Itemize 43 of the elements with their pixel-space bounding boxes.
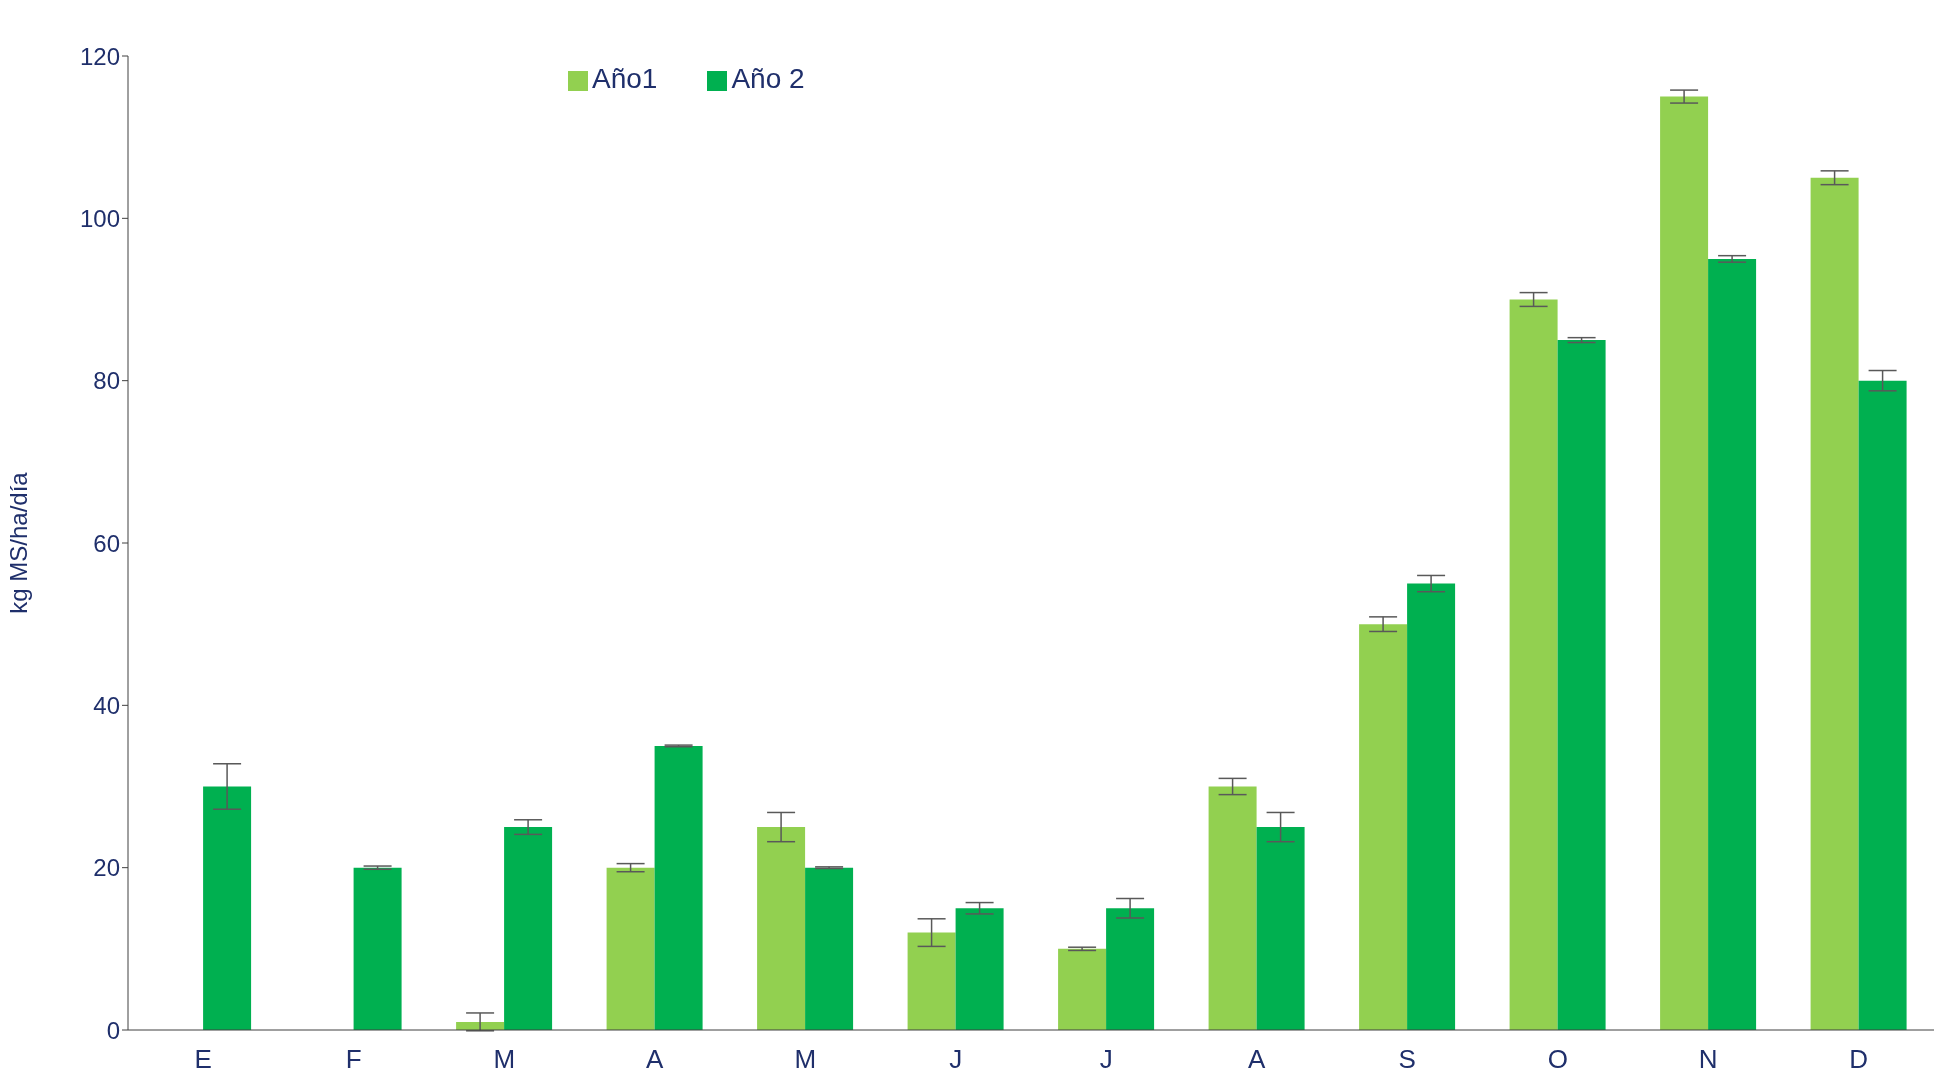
y-tick-label: 40 [93, 691, 120, 719]
legend-label: Año 2 [731, 63, 805, 94]
bar [757, 827, 806, 1030]
x-tick-label: N [1698, 1044, 1718, 1075]
bar [955, 908, 1004, 1030]
x-tick-label: A [1248, 1044, 1267, 1075]
bar [1708, 258, 1757, 1030]
bar [1660, 96, 1709, 1030]
bar [1557, 340, 1606, 1030]
y-tick-label: 80 [93, 367, 120, 395]
bar [1256, 827, 1305, 1030]
bar [504, 827, 553, 1030]
x-tick-label: D [1849, 1044, 1869, 1075]
bar [1407, 583, 1456, 1030]
bar [1509, 299, 1558, 1030]
bar [907, 932, 956, 1030]
bar [1810, 177, 1859, 1030]
bar [606, 867, 655, 1030]
y-tick-label: 120 [79, 42, 120, 70]
x-tick-label: M [794, 1044, 817, 1075]
x-tick-label: S [1398, 1044, 1416, 1075]
y-tick-label: 20 [93, 854, 120, 882]
x-tick-label: J [949, 1044, 963, 1075]
bar [654, 745, 703, 1030]
bar [203, 786, 252, 1030]
y-tick-label: 60 [93, 529, 120, 557]
bar [1858, 380, 1907, 1030]
x-tick-label: J [1099, 1044, 1113, 1075]
bar [1359, 624, 1408, 1030]
bar [1058, 948, 1107, 1030]
bar [353, 867, 402, 1030]
x-tick-label: E [194, 1044, 212, 1075]
bar [1208, 786, 1257, 1030]
x-tick-label: F [345, 1044, 362, 1075]
x-tick-label: M [493, 1044, 516, 1075]
bar [1106, 908, 1155, 1030]
y-tick-label: 0 [106, 1016, 120, 1044]
x-tick-label: A [646, 1044, 665, 1075]
y-axis-title: kg MS/ha/día [4, 471, 32, 614]
y-tick-label: 100 [79, 204, 120, 232]
bar [805, 867, 854, 1030]
x-tick-label: O [1547, 1044, 1568, 1075]
legend-label: Año1 [592, 63, 658, 94]
